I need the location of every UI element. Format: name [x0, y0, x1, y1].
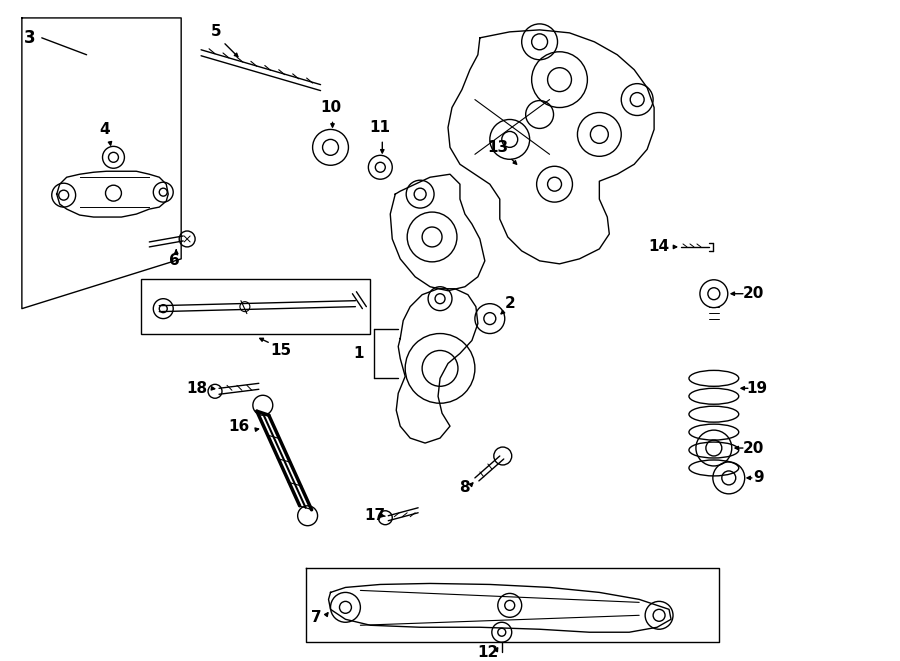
Text: 5: 5 [211, 24, 221, 40]
Text: 8: 8 [460, 481, 470, 495]
Text: 12: 12 [477, 644, 499, 660]
Text: 18: 18 [186, 381, 208, 396]
Text: 6: 6 [169, 253, 180, 268]
Bar [141, 279, 370, 334]
Text: 19: 19 [746, 381, 767, 396]
Text: 9: 9 [753, 471, 764, 485]
Text: 3: 3 [24, 29, 36, 47]
Text: 11: 11 [370, 120, 391, 135]
Text: 4: 4 [99, 122, 110, 137]
Text: 15: 15 [270, 343, 292, 358]
Text: 2: 2 [504, 296, 515, 311]
Text: 20: 20 [743, 440, 764, 455]
Text: 17: 17 [364, 508, 386, 524]
Text: 16: 16 [229, 418, 249, 434]
Text: 14: 14 [649, 239, 670, 254]
Text: 10: 10 [320, 100, 341, 115]
Text: 7: 7 [311, 610, 322, 625]
Text: 13: 13 [487, 140, 508, 155]
Text: 20: 20 [743, 286, 764, 301]
Text: 1: 1 [353, 346, 364, 361]
